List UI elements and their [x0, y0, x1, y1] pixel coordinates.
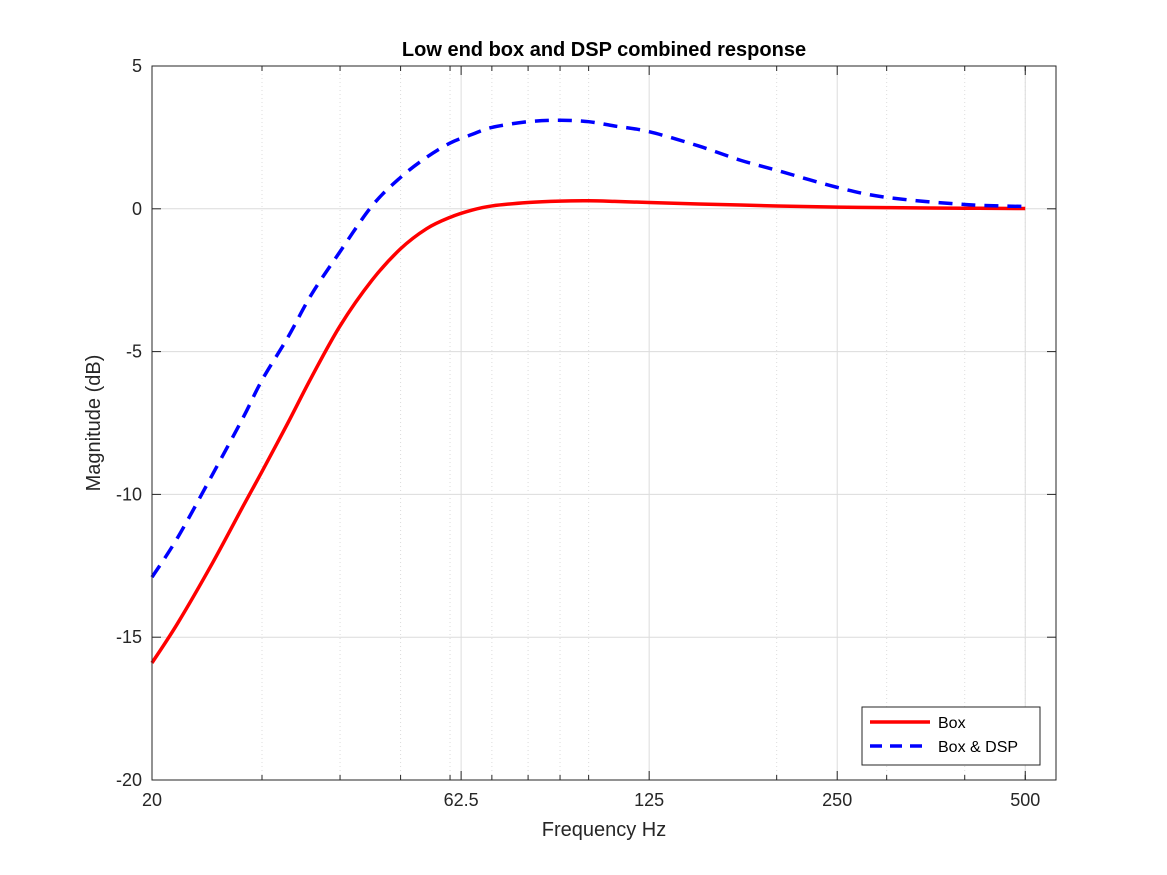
x-axis-label: Frequency Hz [542, 819, 667, 841]
y-axis-label: Magnitude (dB) [83, 355, 105, 492]
y-tick-label: 5 [132, 56, 142, 76]
plot-area [152, 66, 1056, 780]
chart-title: Low end box and DSP combined response [402, 39, 806, 61]
x-tick-label: 125 [634, 790, 664, 810]
legend-label-box: Box [938, 715, 966, 732]
y-tick-label: -5 [126, 342, 142, 362]
y-tick-label: -10 [116, 484, 142, 504]
x-tick-label: 62.5 [444, 790, 479, 810]
legend: Box Box & DSP [861, 706, 1041, 766]
series-line-box-dsp [150, 118, 1026, 579]
legend-box [861, 706, 1041, 766]
x-tick-label: 250 [822, 790, 852, 810]
series-line-box [150, 199, 1026, 664]
series-layer [150, 118, 1026, 664]
x-tick-label: 500 [1010, 790, 1040, 810]
legend-label-box-dsp: Box & DSP [938, 739, 1018, 756]
x-tick-label: 20 [142, 790, 162, 810]
y-tick-label: 0 [132, 199, 142, 219]
y-tick-label: -15 [116, 627, 142, 647]
y-tick-label: -20 [116, 770, 142, 790]
ticks [151, 65, 1056, 781]
plot-frame [151, 65, 1057, 781]
tick-labels: 20 62.5 125 250 500 5 0 -5 -10 -15 -20 [116, 56, 1040, 810]
